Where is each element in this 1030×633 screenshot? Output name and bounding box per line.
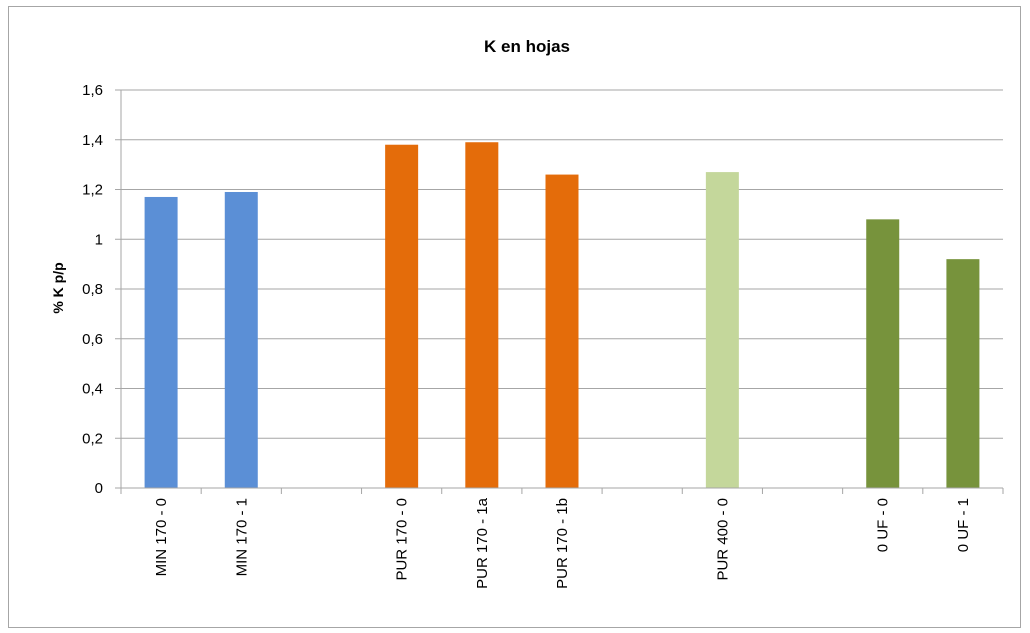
y-axis-label: % K p/p <box>50 262 66 313</box>
y-tick-label: 0,6 <box>82 331 103 348</box>
x-axis-labels: MIN 170 - 0 MIN 170 - 1 PUR 170 - 0 PUR 170… <box>153 497 972 589</box>
y-tick-label: 0,4 <box>82 381 103 398</box>
bar <box>545 174 579 488</box>
y-tick-label: 0 <box>95 480 103 497</box>
bar <box>385 144 419 488</box>
bar <box>946 259 980 488</box>
x-tick-label: PUR 170 - 1a <box>474 497 491 589</box>
x-tick-label: MIN 170 - 0 <box>153 498 170 576</box>
y-tick-label: 0,8 <box>82 281 103 298</box>
x-tick-label: PUR 400 - 0 <box>714 498 731 581</box>
y-axis-ticks: 0 0,2 0,4 0,6 0,8 1 1,2 1,4 1,6 <box>82 82 121 497</box>
bar <box>705 172 739 488</box>
x-tick-label: PUR 170 - 0 <box>394 498 411 581</box>
y-tick-label: 1,4 <box>82 132 103 149</box>
x-tick-label: PUR 170 - 1b <box>554 498 571 589</box>
bar <box>144 196 178 488</box>
chart-title: K en hojas <box>484 37 570 56</box>
bars <box>144 142 980 489</box>
y-tick-label: 1,2 <box>82 182 103 199</box>
x-tick-label: 0 UF - 0 <box>875 498 892 552</box>
y-tick-label: 1 <box>95 231 103 248</box>
x-tick-label: 0 UF - 1 <box>955 498 972 552</box>
bar <box>224 191 258 489</box>
x-axis <box>120 90 1004 494</box>
y-tick-label: 1,6 <box>82 82 103 99</box>
y-tick-label: 0,2 <box>82 430 103 447</box>
bar <box>866 219 900 488</box>
x-tick-label: MIN 170 - 1 <box>233 498 250 576</box>
bar <box>465 142 499 489</box>
